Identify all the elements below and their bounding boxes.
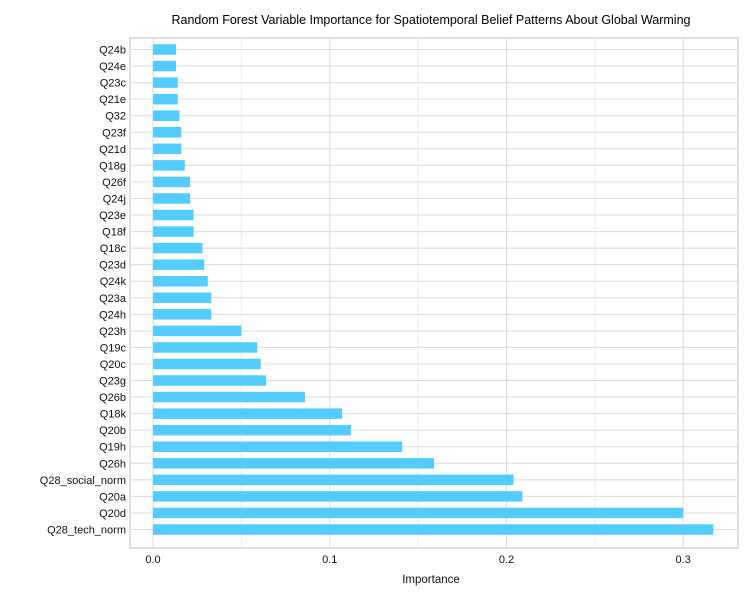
x-tick-labels: 0.0 0.1 0.2 0.3 (145, 554, 691, 566)
y-tick-label: Q20a (99, 491, 127, 503)
y-tick-label: Q18c (100, 243, 127, 255)
bar-q23d (152, 259, 205, 270)
x-tick-label: 0.3 (676, 554, 691, 566)
bar-q20d (152, 507, 684, 519)
bar-q23f (152, 127, 182, 138)
y-tick-label: Q18g (99, 160, 126, 172)
bar-q23a (152, 292, 212, 304)
y-tick-label: Q20d (99, 508, 126, 520)
chart-title: Random Forest Variable Importance for Sp… (171, 13, 690, 27)
bar-q20b (152, 424, 351, 436)
bar-q23e (152, 209, 194, 221)
y-tick-label: Q24e (99, 61, 126, 73)
bar-q23g (152, 375, 267, 386)
y-tick-label: Q21e (99, 94, 126, 106)
x-tick-label: 0.1 (322, 554, 337, 566)
y-tick-label: Q19h (99, 442, 126, 454)
x-axis-label: Importance (402, 574, 460, 586)
y-tick-label: Q20b (99, 425, 126, 437)
bar-q23h (152, 325, 242, 337)
y-tick-label: Q32 (105, 111, 126, 123)
bar-q19c (152, 342, 258, 353)
bar-q28-tech-norm (152, 524, 714, 535)
y-tick-label: Q21d (99, 144, 126, 156)
bars (152, 44, 714, 535)
bar-q26f (152, 176, 191, 188)
bar-q18g (152, 160, 185, 171)
y-tick-label: Q24h (99, 309, 126, 321)
bar-q24b (152, 44, 176, 55)
y-tick-label: Q23a (99, 293, 127, 305)
bar-q24k (152, 275, 208, 287)
y-tick-label: Q23c (100, 78, 127, 90)
y-tick-label: Q26f (102, 177, 127, 189)
y-tick-label: Q18k (100, 409, 127, 421)
bar-q18c (152, 242, 203, 254)
bar-q23c (152, 77, 178, 88)
y-tick-label: Q23d (99, 260, 126, 272)
plot-border (129, 37, 739, 549)
bar-q20c (152, 358, 261, 370)
y-tick-label: Q28_tech_norm (47, 525, 126, 537)
bar-q24e (152, 60, 176, 72)
x-tick-label: 0.0 (145, 554, 160, 566)
y-tick-label: Q23g (99, 376, 126, 388)
bar-q21d (152, 143, 182, 155)
y-tick-label: Q18f (102, 227, 127, 239)
bar-q26b (152, 391, 305, 403)
x-tick-label: 0.2 (499, 554, 514, 566)
grid-lines (130, 38, 738, 548)
y-tick-label: Q20c (100, 359, 127, 371)
bar-q26h (152, 458, 434, 469)
y-tick-label: Q24b (99, 45, 126, 57)
bar-q32 (152, 110, 180, 121)
y-tick-labels: Q24b Q24e Q23c Q21e Q32 Q23f Q21d Q18g Q26f Q24j Q… (40, 45, 127, 537)
y-tick-label: Q23e (99, 210, 126, 222)
bar-q18k (152, 408, 343, 419)
y-tick-label: Q28_social_norm (40, 475, 126, 487)
bar-q28-social-norm (152, 474, 514, 486)
y-tick-label: Q23h (99, 326, 126, 338)
y-tick-label: Q24j (103, 193, 126, 205)
bar-q24h (152, 309, 212, 320)
bar-q19h (152, 441, 403, 452)
bar-q20a (152, 491, 523, 502)
y-tick-label: Q19c (100, 342, 127, 354)
y-tick-label: Q26h (99, 458, 126, 470)
bar-q24j (152, 193, 191, 204)
y-tick-label: Q23f (102, 127, 127, 139)
y-tick-label: Q26b (99, 392, 126, 404)
y-tick-label: Q24k (100, 276, 127, 288)
bar-q21e (152, 93, 178, 105)
bar-q18f (152, 226, 194, 237)
